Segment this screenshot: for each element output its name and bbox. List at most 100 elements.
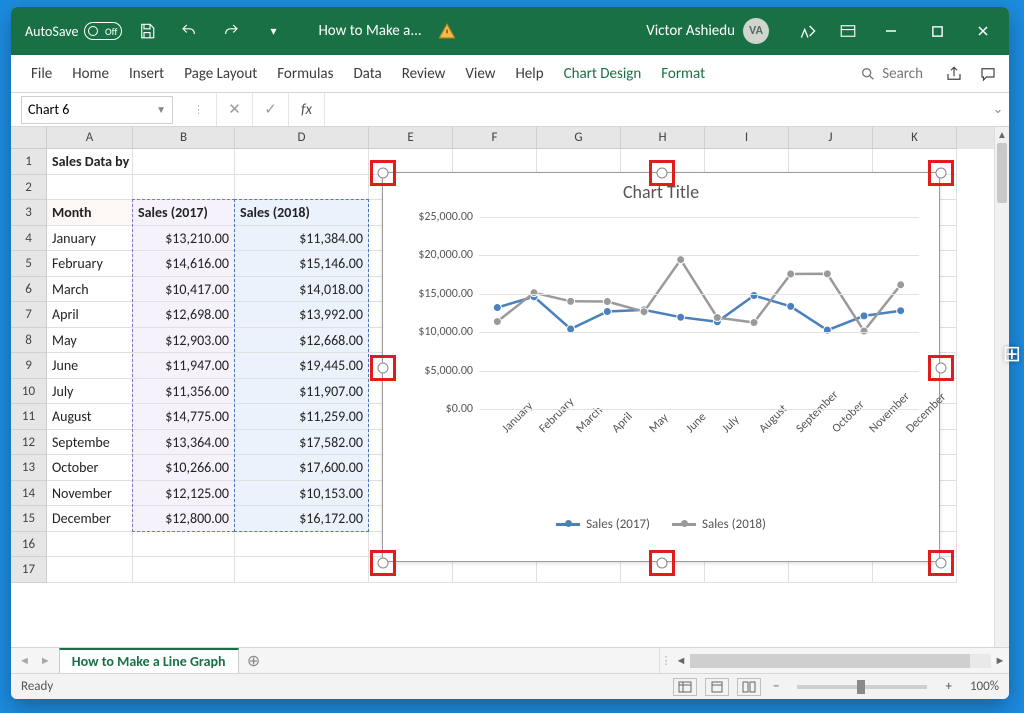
cell[interactable]: Month: [47, 200, 133, 226]
row-header[interactable]: 3: [11, 200, 47, 226]
vertical-scrollbar[interactable]: ▲ ▼: [994, 127, 1009, 647]
row-header[interactable]: 10: [11, 379, 47, 405]
cell[interactable]: $17,600.00: [235, 455, 369, 481]
column-header[interactable]: G: [537, 127, 621, 149]
cell[interactable]: [133, 175, 235, 201]
cell[interactable]: $10,266.00: [133, 455, 235, 481]
cell[interactable]: June: [47, 353, 133, 379]
sheet-nav-next-icon[interactable]: ►: [40, 654, 51, 667]
cell[interactable]: March: [47, 277, 133, 303]
select-all-corner[interactable]: [11, 127, 47, 149]
column-header[interactable]: I: [705, 127, 789, 149]
qat-customize-icon[interactable]: ▾: [256, 14, 290, 48]
cell[interactable]: $14,616.00: [133, 251, 235, 277]
cell[interactable]: [789, 149, 873, 175]
scroll-left-icon[interactable]: ◄: [672, 654, 690, 667]
cell[interactable]: $16,172.00: [235, 506, 369, 532]
chart-resize-handle[interactable]: [936, 168, 947, 179]
share-icon[interactable]: [943, 63, 965, 85]
undo-icon[interactable]: [172, 14, 206, 48]
cell[interactable]: $12,903.00: [133, 328, 235, 354]
tab-page-layout[interactable]: Page Layout: [174, 57, 267, 91]
tab-home[interactable]: Home: [62, 57, 119, 91]
chart-plot[interactable]: [479, 217, 919, 409]
cell[interactable]: $14,775.00: [133, 404, 235, 430]
expand-formula-icon[interactable]: ⌄: [987, 102, 1009, 117]
cell[interactable]: [537, 149, 621, 175]
row-header[interactable]: 9: [11, 353, 47, 379]
cell[interactable]: $13,992.00: [235, 302, 369, 328]
cell[interactable]: July: [47, 379, 133, 405]
cell[interactable]: Sales (2018): [235, 200, 369, 226]
zoom-out-button[interactable]: −: [769, 679, 783, 694]
cell[interactable]: Sales Data by Date: [47, 149, 133, 175]
formula-input[interactable]: [325, 93, 987, 126]
tab-insert[interactable]: Insert: [119, 57, 174, 91]
cell[interactable]: $13,364.00: [133, 430, 235, 456]
chart-object[interactable]: Chart Title JanuaryFebruaryMarchAprilMay…: [382, 172, 940, 562]
cell[interactable]: $11,259.00: [235, 404, 369, 430]
row-header[interactable]: 4: [11, 226, 47, 252]
tab-data[interactable]: Data: [343, 57, 391, 91]
chart-resize-handle[interactable]: [378, 363, 389, 374]
zoom-level[interactable]: 100%: [970, 679, 999, 694]
column-header[interactable]: D: [235, 127, 369, 149]
row-header[interactable]: 12: [11, 430, 47, 456]
page-layout-view-button[interactable]: [705, 678, 729, 696]
new-sheet-button[interactable]: ⊕: [239, 648, 269, 673]
row-header[interactable]: 8: [11, 328, 47, 354]
column-header[interactable]: K: [873, 127, 957, 149]
scroll-right-icon[interactable]: ►: [991, 654, 1009, 667]
cell[interactable]: January: [47, 226, 133, 252]
horizontal-scrollbar[interactable]: ⋮ ◄ ►: [659, 648, 1009, 673]
cell[interactable]: $10,417.00: [133, 277, 235, 303]
row-header[interactable]: 2: [11, 175, 47, 201]
cell[interactable]: November: [47, 481, 133, 507]
row-header[interactable]: 7: [11, 302, 47, 328]
chart-resize-handle[interactable]: [378, 558, 389, 569]
cell[interactable]: $11,947.00: [133, 353, 235, 379]
close-button[interactable]: [963, 14, 1003, 48]
chart-resize-handle[interactable]: [657, 168, 668, 179]
chart-resize-handle[interactable]: [378, 168, 389, 179]
cell[interactable]: $11,384.00: [235, 226, 369, 252]
cell[interactable]: $11,907.00: [235, 379, 369, 405]
ribbon-display-icon[interactable]: [831, 14, 865, 48]
cell[interactable]: [47, 557, 133, 583]
cell[interactable]: $15,146.00: [235, 251, 369, 277]
chart-resize-handle[interactable]: [657, 558, 668, 569]
cell[interactable]: May: [47, 328, 133, 354]
cell[interactable]: $12,668.00: [235, 328, 369, 354]
cell[interactable]: Septembe: [47, 430, 133, 456]
row-header[interactable]: 11: [11, 404, 47, 430]
zoom-in-button[interactable]: +: [941, 679, 955, 694]
column-header[interactable]: A: [47, 127, 133, 149]
row-header[interactable]: 1: [11, 149, 47, 175]
comments-icon[interactable]: [977, 63, 999, 85]
cell[interactable]: [235, 149, 369, 175]
row-header[interactable]: 14: [11, 481, 47, 507]
tab-file[interactable]: File: [21, 57, 62, 91]
cell[interactable]: December: [47, 506, 133, 532]
scroll-up-icon[interactable]: ▲: [995, 127, 1009, 143]
row-header[interactable]: 13: [11, 455, 47, 481]
column-header[interactable]: E: [369, 127, 453, 149]
column-header[interactable]: H: [621, 127, 705, 149]
cell[interactable]: Sales (2017): [133, 200, 235, 226]
normal-view-button[interactable]: [673, 678, 697, 696]
cell[interactable]: [133, 532, 235, 558]
sheet-tab-active[interactable]: How to Make a Line Graph: [59, 648, 239, 673]
column-header[interactable]: B: [133, 127, 235, 149]
cell[interactable]: [235, 175, 369, 201]
fx-dropdown-icon[interactable]: ⋮: [181, 93, 217, 126]
legend-item[interactable]: Sales (2017): [556, 517, 650, 532]
cell[interactable]: April: [47, 302, 133, 328]
tab-chart-design[interactable]: Chart Design: [554, 57, 652, 91]
chart-resize-handle[interactable]: [936, 363, 947, 374]
row-header[interactable]: 15: [11, 506, 47, 532]
cell[interactable]: $19,445.00: [235, 353, 369, 379]
cell[interactable]: August: [47, 404, 133, 430]
save-icon[interactable]: [130, 14, 164, 48]
cell[interactable]: October: [47, 455, 133, 481]
cell[interactable]: [705, 149, 789, 175]
